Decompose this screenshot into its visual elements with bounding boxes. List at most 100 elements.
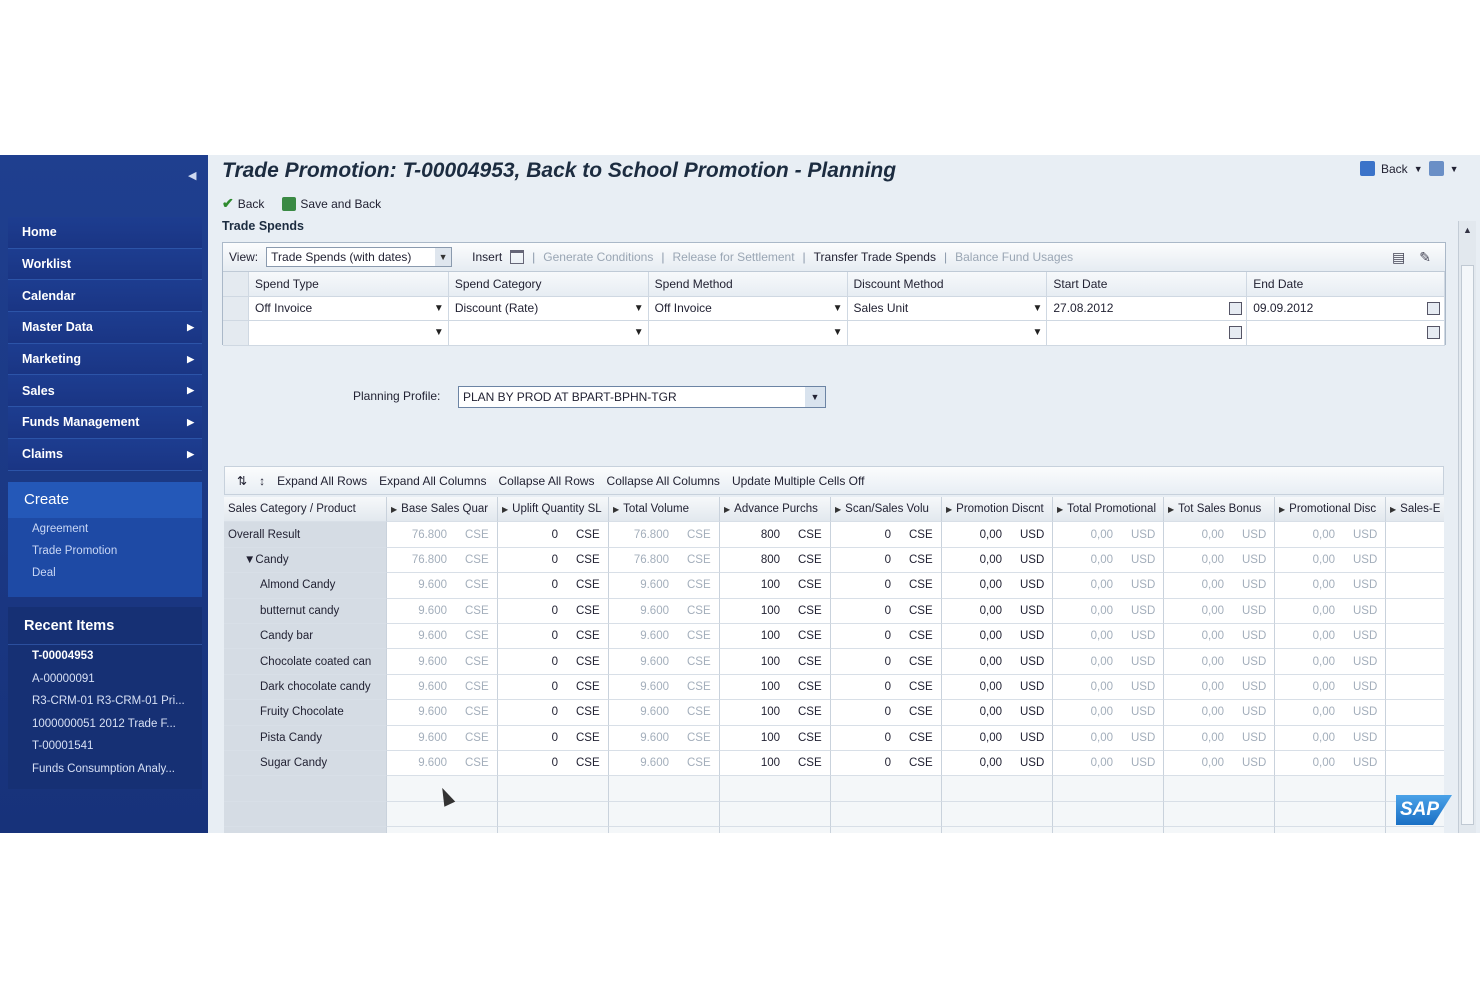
insert-button[interactable]: Insert	[472, 250, 503, 264]
swap-axes-icon[interactable]: ⇅	[237, 473, 248, 488]
scan-sales-cell[interactable]: 0 CSE	[831, 598, 942, 624]
base-sales-cell[interactable]: 9.600 CSE	[387, 751, 498, 777]
expand-column-icon[interactable]: ▶	[1279, 504, 1286, 514]
sales-e-cell[interactable]: 0,0	[1386, 598, 1444, 624]
total-volume-cell[interactable]: 9.600 CSE	[609, 751, 720, 777]
promotional-disc-cell[interactable]: 0,00 USD	[1275, 573, 1386, 599]
total-promotional-cell[interactable]: 0,00 USD	[1053, 725, 1164, 751]
transfer-trade-spends-button[interactable]: Transfer Trade Spends	[813, 250, 936, 264]
scan-sales-cell[interactable]: 0 CSE	[831, 522, 942, 548]
promotional-disc-cell[interactable]: 0,00 USD	[1275, 751, 1386, 777]
promotion-discount-cell[interactable]: 0,00 USD	[942, 624, 1053, 650]
promotion-discount-cell[interactable]: 0,00 USD	[942, 674, 1053, 701]
scan-sales-cell[interactable]: 0 CSE	[831, 674, 942, 701]
calendar-icon[interactable]	[1229, 301, 1243, 315]
update-multiple-cells-toggle[interactable]: Update Multiple Cells Off	[731, 473, 865, 488]
promotion-discount-cell[interactable]: 0,00 USD	[942, 522, 1053, 548]
spend-type-select[interactable]: ▼	[248, 321, 449, 345]
scan-sales-cell[interactable]: 0 CSE	[831, 547, 942, 574]
spend-column-header[interactable]: Spend Category	[448, 272, 649, 296]
advance-purchase-cell[interactable]: 100 CSE	[720, 649, 831, 675]
recent-item[interactable]: A-00000091	[32, 672, 95, 685]
uplift-quantity-cell[interactable]: 0 CSE	[498, 522, 609, 548]
promotion-discount-cell[interactable]: 0,00 USD	[942, 700, 1053, 726]
window-dropdown-icon[interactable]: ▼	[1449, 163, 1459, 174]
recent-item[interactable]: T-00004953	[32, 650, 94, 662]
expand-column-icon[interactable]: ▶	[613, 504, 620, 514]
spend-column-header[interactable]: End Date	[1247, 272, 1446, 296]
print-icon[interactable]: ▤	[1392, 248, 1406, 265]
tot-sales-bonus-cell[interactable]: 0,00 USD	[1164, 674, 1275, 701]
expand-column-icon[interactable]: ▶	[1057, 504, 1064, 514]
recent-item[interactable]: R3-CRM-01 R3-CRM-01 Pri...	[32, 695, 185, 707]
collapse-all-columns-button[interactable]: Collapse All Columns	[606, 473, 720, 488]
promotional-disc-cell[interactable]: 0,00 USD	[1275, 725, 1386, 751]
create-link[interactable]: Agreement	[32, 523, 89, 535]
sidebar-item-funds-management[interactable]: Funds Management ▶	[8, 407, 202, 439]
grid-column-header[interactable]: ▶ Tot Sales Bonus	[1164, 497, 1275, 523]
uplift-quantity-cell[interactable]: 0 CSE	[498, 751, 609, 777]
delete-icon[interactable]	[510, 250, 525, 264]
end-date-field[interactable]: 09.09.2012	[1247, 296, 1446, 320]
advance-purchase-cell[interactable]: 100 CSE	[720, 573, 831, 599]
expand-all-rows-button[interactable]: Expand All Rows	[277, 473, 368, 488]
sales-e-cell[interactable]: 0,0	[1386, 751, 1444, 777]
total-volume-cell[interactable]: 76.800 CSE	[609, 522, 720, 548]
base-sales-cell[interactable]: 9.600 CSE	[387, 725, 498, 751]
spend-column-header[interactable]: Spend Method	[648, 272, 848, 296]
expand-column-icon[interactable]: ▶	[391, 504, 398, 514]
collapse-sidebar-icon[interactable]: ◀	[188, 170, 197, 182]
create-link[interactable]: Deal	[32, 567, 56, 579]
grid-column-header[interactable]: ▶ Promotional Disc	[1275, 497, 1386, 523]
sales-e-cell[interactable]: 0,0	[1386, 573, 1444, 599]
advance-purchase-cell[interactable]: 100 CSE	[720, 725, 831, 751]
calendar-icon[interactable]	[1427, 326, 1441, 340]
promotional-disc-cell[interactable]: 0,00 USD	[1275, 547, 1386, 574]
sales-e-cell[interactable]: 0,0	[1386, 674, 1444, 701]
base-sales-cell[interactable]: 9.600 CSE	[387, 598, 498, 624]
total-volume-cell[interactable]: 9.600 CSE	[609, 649, 720, 675]
row-selector[interactable]	[223, 321, 249, 345]
spend-column-header[interactable]: Spend Type	[248, 272, 449, 296]
total-volume-cell[interactable]: 9.600 CSE	[609, 573, 720, 599]
uplift-quantity-cell[interactable]: 0 CSE	[498, 649, 609, 675]
scrollbar-thumb[interactable]	[1461, 265, 1474, 825]
total-volume-cell[interactable]: 9.600 CSE	[609, 598, 720, 624]
spend-type-select[interactable]: Off Invoice ▼	[248, 296, 449, 320]
spend-column-header[interactable]: Discount Method	[847, 272, 1048, 296]
header-back-button[interactable]: Back	[1381, 161, 1408, 176]
promotion-discount-cell[interactable]: 0,00 USD	[942, 649, 1053, 675]
sales-e-cell[interactable]: 0,0	[1386, 725, 1444, 751]
trade-spends-row[interactable]: Off Invoice ▼ Discount (Rate) ▼ Off Invoice ▼…	[223, 296, 1446, 321]
total-volume-cell[interactable]: 76.800 CSE	[609, 547, 720, 574]
tot-sales-bonus-cell[interactable]: 0,00 USD	[1164, 624, 1275, 650]
chevron-down-icon[interactable]: ▼	[433, 302, 444, 314]
grid-column-header[interactable]: ▶ Total Volume	[609, 497, 720, 523]
grid-column-header[interactable]: ▶ Total Promotional	[1053, 497, 1164, 523]
uplift-quantity-cell[interactable]: 0 CSE	[498, 725, 609, 751]
promotional-disc-cell[interactable]: 0,00 USD	[1275, 624, 1386, 650]
scan-sales-cell[interactable]: 0 CSE	[831, 573, 942, 599]
base-sales-cell[interactable]: 9.600 CSE	[387, 573, 498, 599]
grid-column-header[interactable]: ▶ Scan/Sales Volu	[831, 497, 942, 523]
scroll-up-icon[interactable]: ▲	[1463, 225, 1472, 235]
expand-column-icon[interactable]: ▶	[1390, 504, 1397, 514]
advance-purchase-cell[interactable]: 100 CSE	[720, 624, 831, 650]
total-promotional-cell[interactable]: 0,00 USD	[1053, 598, 1164, 624]
advance-purchase-cell[interactable]: 100 CSE	[720, 700, 831, 726]
promotion-discount-cell[interactable]: 0,00 USD	[942, 725, 1053, 751]
sidebar-item-claims[interactable]: Claims ▶	[8, 438, 202, 471]
advance-purchase-cell[interactable]: 800 CSE	[720, 522, 831, 548]
sidebar-item-sales[interactable]: Sales ▶	[8, 375, 202, 408]
total-volume-cell[interactable]: 9.600 CSE	[609, 700, 720, 726]
sales-e-cell[interactable]: 0,0	[1386, 547, 1444, 574]
total-promotional-cell[interactable]: 0,00 USD	[1053, 573, 1164, 599]
expand-column-icon[interactable]: ▶	[502, 504, 509, 514]
sort-icon[interactable]: ↕	[259, 473, 266, 488]
sidebar-item-master-data[interactable]: Master Data ▶	[8, 312, 202, 344]
edit-pencil-icon[interactable]: ✎	[1419, 248, 1431, 265]
advance-purchase-cell[interactable]: 100 CSE	[720, 598, 831, 624]
uplift-quantity-cell[interactable]: 0 CSE	[498, 547, 609, 574]
sidebar-item-worklist[interactable]: Worklist	[8, 248, 202, 281]
expand-column-icon[interactable]: ▶	[1168, 504, 1175, 514]
